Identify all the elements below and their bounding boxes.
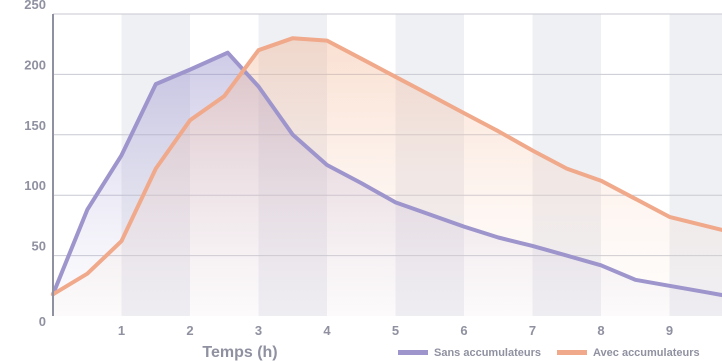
- x-tick-label: 6: [460, 323, 467, 338]
- series-areas: [53, 38, 722, 316]
- y-tick-label: 250: [24, 0, 46, 12]
- x-tick-label: 5: [392, 323, 399, 338]
- legend-swatch: [398, 350, 428, 355]
- y-tick-label: 0: [39, 314, 46, 329]
- x-tick-label: 2: [186, 323, 193, 338]
- x-tick-label: 8: [597, 323, 604, 338]
- y-tick-label: 200: [24, 57, 46, 72]
- series-line: [51, 50, 722, 298]
- series-line: [51, 36, 722, 297]
- legend: Sans accumulateurs Avec accumulateurs: [398, 347, 700, 359]
- y-tick-label: 100: [24, 178, 46, 193]
- legend-label: Sans accumulateurs: [434, 347, 541, 359]
- x-tick-label: 7: [529, 323, 536, 338]
- x-axis-ticks: 1 2 3 4 5 6 7 8 9: [118, 323, 673, 338]
- legend-label: Avec accumulateurs: [593, 347, 700, 359]
- y-tick-label: 50: [32, 239, 46, 254]
- y-tick-label: 150: [24, 118, 46, 133]
- y-axis-ticks: 0 50 100 150 200 250: [24, 0, 46, 329]
- x-tick-label: 9: [666, 323, 673, 338]
- legend-swatch: [557, 350, 587, 355]
- x-tick-label: 4: [323, 323, 331, 338]
- x-tick-label: 1: [118, 323, 125, 338]
- series-lines: [51, 36, 722, 298]
- x-axis-label: Temps (h): [202, 344, 277, 361]
- series-area: [53, 38, 722, 316]
- x-tick-label: 3: [255, 323, 262, 338]
